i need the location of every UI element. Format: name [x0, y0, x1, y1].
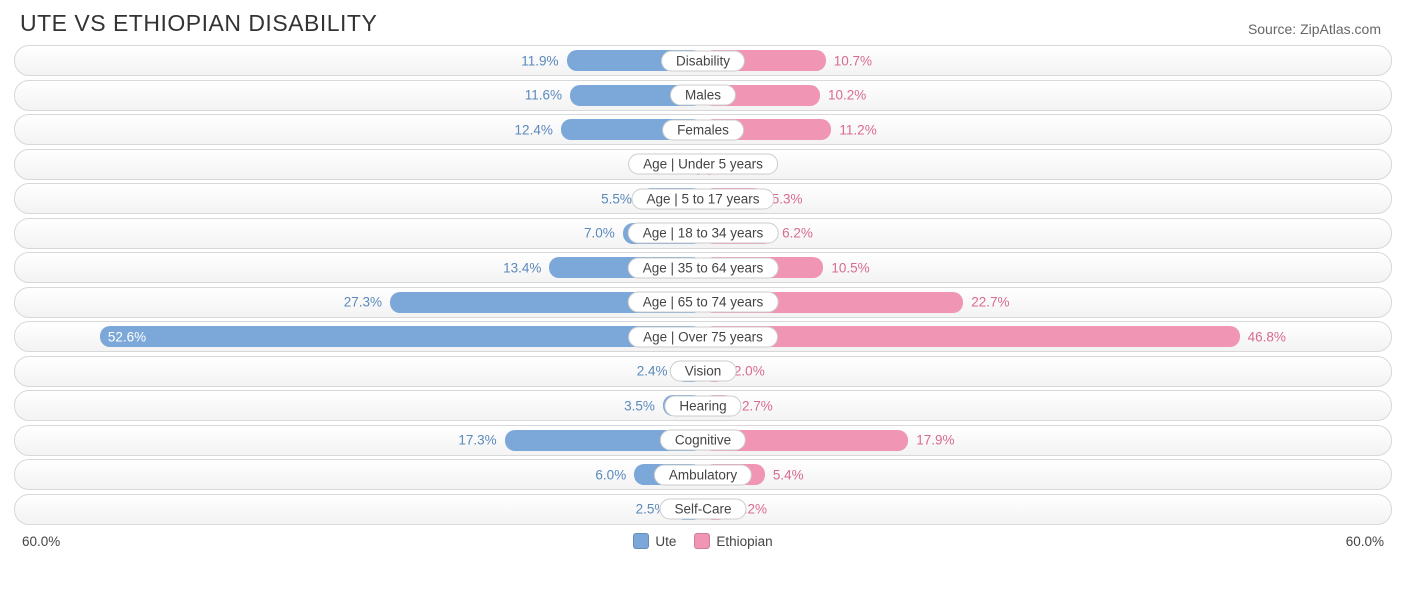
value-label-ute: 11.6%	[525, 88, 562, 103]
legend-label-ute: Ute	[655, 534, 676, 549]
category-label: Females	[662, 119, 744, 140]
value-label-ethiopian: 2.0%	[734, 364, 765, 379]
chart-row: 13.4% 10.5% Age | 35 to 64 years	[14, 252, 1392, 283]
chart-area: 11.9% 10.7% Disability 11.6% 10.2% Males 12.4%…	[0, 45, 1406, 532]
chart-row: 5.5% 5.3%Age | 5 to 17 years	[14, 183, 1392, 214]
chart-row: 27.3% 22.7% Age | 65 to 74 years	[14, 287, 1392, 318]
value-label-ute: 3.5%	[624, 398, 655, 413]
category-label: Ambulatory	[654, 464, 752, 485]
chart-row: 3.5% 2.7%Hearing	[14, 390, 1392, 421]
chart-row: 17.3% 17.9% Cognitive	[14, 425, 1392, 456]
value-label-ethiopian: 2.7%	[742, 398, 773, 413]
chart-title: UTE VS ETHIOPIAN DISABILITY	[20, 10, 377, 37]
category-label: Age | Over 75 years	[628, 326, 778, 347]
category-label: Hearing	[664, 395, 741, 416]
value-label-ethiopian: 5.3%	[772, 191, 803, 206]
value-label-ute: 5.5%	[601, 191, 632, 206]
category-label: Disability	[661, 50, 745, 71]
value-label-ethiopian: 6.2%	[782, 226, 813, 241]
value-label-ute: 12.4%	[515, 122, 553, 137]
legend-item-ute: Ute	[633, 533, 676, 549]
chart-header: UTE VS ETHIOPIAN DISABILITY Source: ZipA…	[0, 0, 1406, 45]
value-label-ethiopian: 17.9%	[916, 433, 954, 448]
chart-footer: 60.0% Ute Ethiopian 60.0%	[0, 532, 1406, 549]
axis-max-left: 60.0%	[22, 534, 60, 549]
category-label: Age | 35 to 64 years	[628, 257, 779, 278]
chart-row: 2.4% 2.0%Vision	[14, 356, 1392, 387]
bar-ute	[100, 326, 703, 347]
category-label: Age | 18 to 34 years	[628, 223, 779, 244]
category-label: Age | 5 to 17 years	[631, 188, 774, 209]
chart-row: 2.5%2.2%Self-Care	[14, 494, 1392, 525]
legend: Ute Ethiopian	[633, 533, 772, 549]
chart-row: 11.6% 10.2% Males	[14, 80, 1392, 111]
chart-row: 7.0% 6.2%Age | 18 to 34 years	[14, 218, 1392, 249]
chart-source: Source: ZipAtlas.com	[1248, 21, 1381, 37]
axis-max-right: 60.0%	[1346, 534, 1384, 549]
legend-item-ethiopian: Ethiopian	[694, 533, 772, 549]
value-label-ute: 17.3%	[458, 433, 496, 448]
value-label-ethiopian: 22.7%	[971, 295, 1009, 310]
value-label-ute: 52.6%	[108, 329, 146, 344]
value-label-ethiopian: 10.2%	[828, 88, 866, 103]
chart-row: 52.6% 46.8% Age | Over 75 years	[14, 321, 1392, 352]
value-label-ethiopian: 10.5%	[831, 260, 869, 275]
value-label-ute: 11.9%	[521, 53, 558, 68]
value-label-ute: 27.3%	[344, 295, 382, 310]
value-label-ethiopian: 5.4%	[773, 467, 804, 482]
value-label-ute: 13.4%	[503, 260, 541, 275]
category-label: Cognitive	[660, 430, 746, 451]
value-label-ethiopian: 10.7%	[834, 53, 872, 68]
value-label-ute: 7.0%	[584, 226, 615, 241]
legend-swatch-ute	[633, 533, 649, 549]
category-label: Self-Care	[659, 499, 746, 520]
chart-row: 0.86%1.1%Age | Under 5 years	[14, 149, 1392, 180]
value-label-ethiopian: 11.2%	[839, 122, 876, 137]
legend-swatch-ethiopian	[694, 533, 710, 549]
value-label-ute: 2.4%	[637, 364, 668, 379]
category-label: Vision	[670, 361, 737, 382]
value-label-ethiopian: 46.8%	[1248, 329, 1286, 344]
chart-row: 11.9% 10.7% Disability	[14, 45, 1392, 76]
category-label: Males	[670, 85, 736, 106]
category-label: Age | Under 5 years	[628, 154, 778, 175]
chart-row: 6.0% 5.4% Ambulatory	[14, 459, 1392, 490]
chart-row: 12.4% 11.2% Females	[14, 114, 1392, 145]
bar-ethiopian	[703, 326, 1240, 347]
category-label: Age | 65 to 74 years	[628, 292, 779, 313]
legend-label-ethiopian: Ethiopian	[716, 534, 772, 549]
value-label-ute: 6.0%	[595, 467, 626, 482]
